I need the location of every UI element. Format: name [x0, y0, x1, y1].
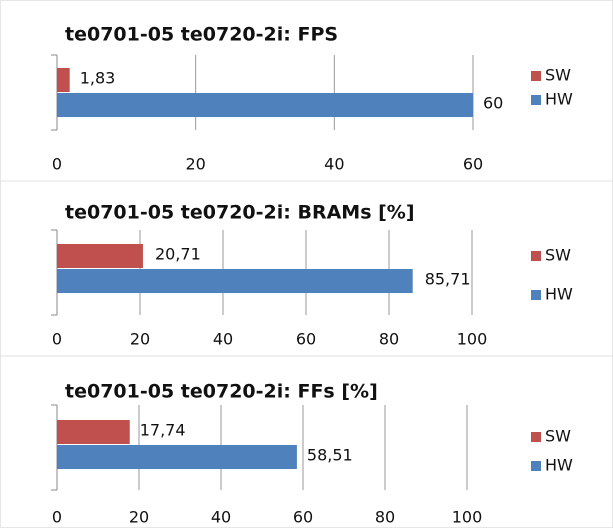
bar: [57, 93, 473, 117]
x-tick-label: 100: [457, 330, 488, 349]
value-label: 58,51: [307, 446, 353, 465]
chart-title: te0701-05 te0720-2i: FFs [%]: [65, 381, 378, 403]
legend-label: SW: [545, 66, 571, 85]
value-label: 20,71: [155, 245, 201, 264]
chart-title: te0701-05 te0720-2i: BRAMs [%]: [65, 202, 415, 224]
value-label: 17,74: [140, 421, 186, 440]
value-label: 60: [483, 94, 503, 113]
legend-label: HW: [545, 90, 573, 109]
x-tick-label: 20: [185, 155, 205, 174]
legend-label: HW: [545, 285, 573, 304]
x-tick-label: 20: [130, 330, 150, 349]
value-label: 85,71: [425, 270, 471, 289]
legend-swatch: [531, 71, 541, 81]
x-tick-label: 40: [213, 330, 233, 349]
x-tick-label: 60: [296, 330, 316, 349]
legend-label: SW: [545, 427, 571, 446]
x-tick-label: 0: [52, 155, 62, 174]
x-tick-label: 0: [52, 330, 62, 349]
value-label: 1,83: [80, 69, 116, 88]
x-tick-label: 20: [129, 508, 149, 527]
legend-label: HW: [545, 456, 573, 475]
x-tick-label: 60: [463, 155, 483, 174]
bar: [57, 68, 70, 92]
legend-swatch: [531, 432, 541, 442]
legend-swatch: [531, 95, 541, 105]
bar: [57, 445, 297, 469]
chart-title: te0701-05 te0720-2i: FPS: [65, 24, 338, 46]
bar: [57, 420, 130, 444]
x-tick-label: 80: [375, 508, 395, 527]
legend-label: SW: [545, 246, 571, 265]
x-tick-label: 0: [52, 508, 62, 527]
x-tick-label: 100: [452, 508, 483, 527]
x-tick-label: 60: [293, 508, 313, 527]
bar: [57, 269, 413, 293]
legend-swatch: [531, 251, 541, 261]
x-tick-label: 40: [211, 508, 231, 527]
x-tick-label: 40: [324, 155, 344, 174]
legend-swatch: [531, 290, 541, 300]
bar: [57, 244, 143, 268]
legend-swatch: [531, 461, 541, 471]
x-tick-label: 80: [379, 330, 399, 349]
